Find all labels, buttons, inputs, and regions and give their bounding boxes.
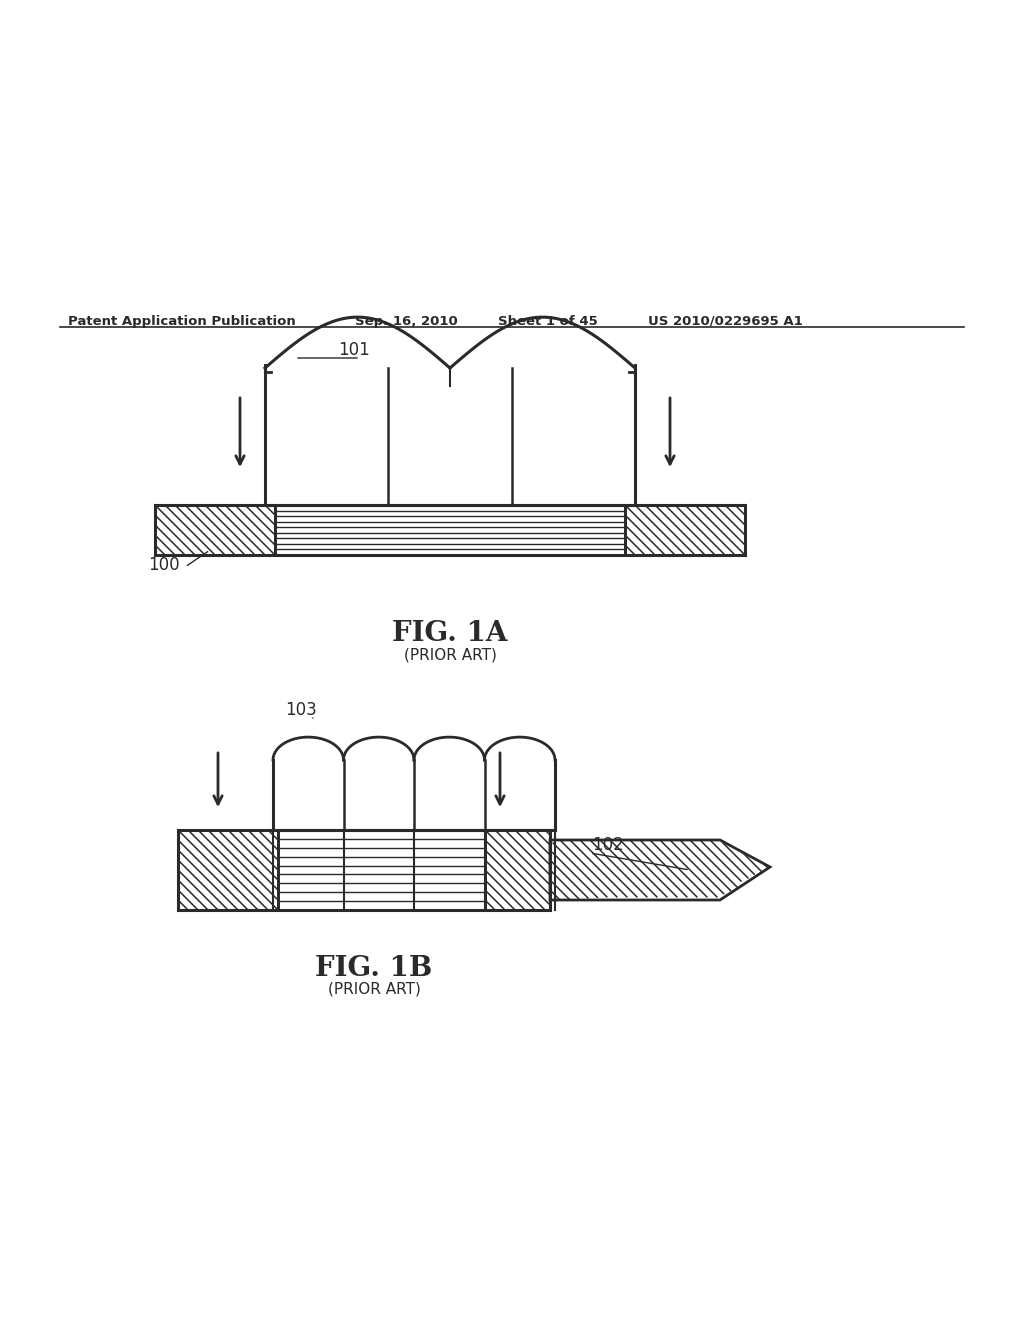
Bar bbox=[178, 830, 278, 909]
Text: FIG. 1A: FIG. 1A bbox=[392, 620, 508, 647]
Bar bbox=[485, 830, 550, 909]
Bar bbox=[265, 360, 635, 506]
Bar bbox=[273, 719, 555, 830]
Text: 100: 100 bbox=[148, 556, 179, 574]
Text: 103: 103 bbox=[285, 701, 316, 719]
Text: Patent Application Publication: Patent Application Publication bbox=[68, 315, 296, 327]
Text: (PRIOR ART): (PRIOR ART) bbox=[328, 982, 421, 997]
Bar bbox=[275, 506, 625, 554]
Text: Sep. 16, 2010: Sep. 16, 2010 bbox=[355, 315, 458, 327]
Text: 101: 101 bbox=[338, 341, 370, 359]
Polygon shape bbox=[550, 840, 770, 900]
Text: FIG. 1B: FIG. 1B bbox=[315, 954, 432, 982]
Text: 102: 102 bbox=[592, 836, 624, 854]
Text: US 2010/0229695 A1: US 2010/0229695 A1 bbox=[648, 315, 803, 327]
Bar bbox=[625, 506, 745, 554]
Text: Sheet 1 of 45: Sheet 1 of 45 bbox=[498, 315, 598, 327]
Text: (PRIOR ART): (PRIOR ART) bbox=[403, 647, 497, 663]
Bar bbox=[155, 506, 275, 554]
Bar bbox=[278, 830, 485, 909]
